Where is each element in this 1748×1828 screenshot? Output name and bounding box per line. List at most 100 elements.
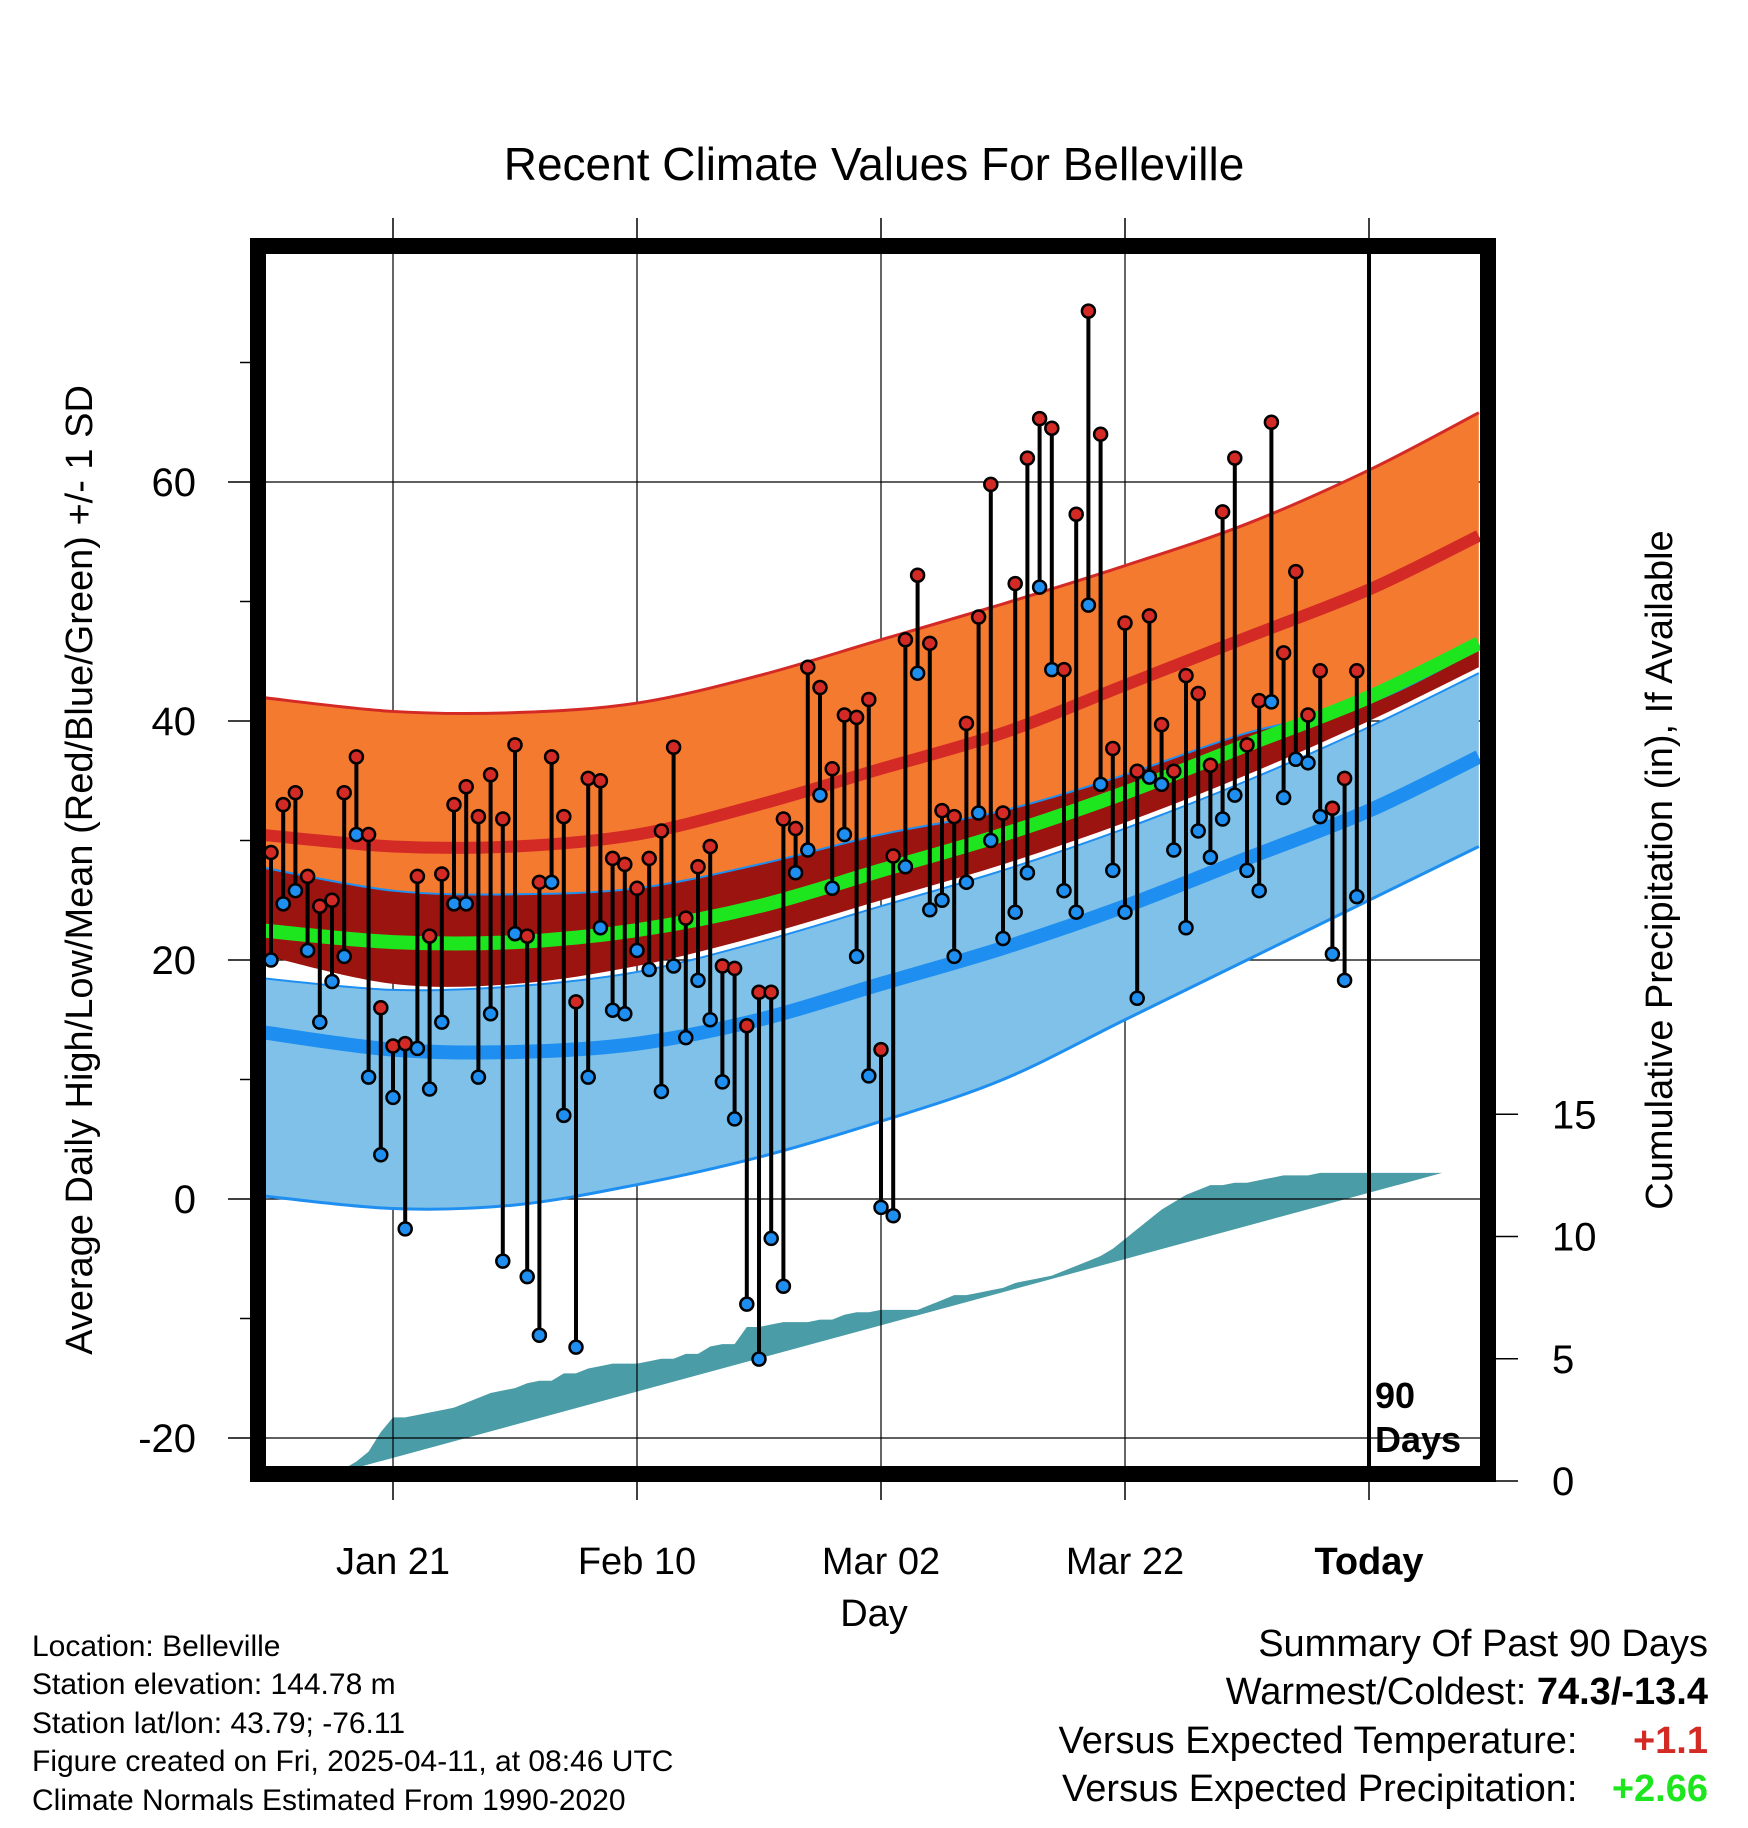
daily-low-point [1251, 882, 1267, 899]
daily-low-point [1190, 823, 1206, 839]
daily-low-point [336, 948, 352, 965]
daily-low-point [1141, 769, 1158, 785]
daily-low-point [1129, 990, 1145, 1006]
daily-low-point [1019, 865, 1036, 881]
daily-high-point [1080, 303, 1097, 319]
daily-high-point [970, 609, 987, 625]
daily-high-point [275, 796, 291, 813]
daily-high-point [775, 811, 792, 827]
warm-cold-value: 74.3/-13.4 [1536, 1671, 1708, 1714]
plot-frame [250, 238, 1496, 1482]
daily-low-point [458, 896, 474, 912]
daily-low-point [897, 859, 914, 875]
daily-high-point [1300, 707, 1316, 723]
daily-low-point [995, 930, 1011, 947]
daily-high-point [836, 707, 853, 723]
x-tick-label: Feb 10 [578, 1541, 696, 1583]
daily-high-point [617, 856, 633, 873]
daily-low-point [775, 1278, 792, 1294]
daily-low-point [873, 1199, 889, 1216]
daily-high-point [495, 811, 511, 827]
daily-high-point [787, 820, 804, 837]
daily-low-point [265, 952, 279, 968]
warm-cold-label: Warmest/Coldest: [1225, 1671, 1527, 1714]
daily-high-point [519, 928, 535, 944]
daily-high-point [324, 892, 340, 908]
daily-low-point [800, 842, 816, 858]
daily-low-point [812, 787, 828, 803]
daily-high-point [385, 1038, 401, 1054]
daily-low-point [726, 1111, 743, 1127]
daily-high-point [800, 659, 816, 675]
daily-low-point [275, 896, 291, 912]
daily-high-point [1092, 426, 1109, 442]
daily-low-point [519, 1268, 535, 1285]
daily-high-point [1312, 663, 1328, 679]
warm-cold-row: Warmest/Coldest: 74.3/-13.4 [1059, 1668, 1708, 1716]
temp-label: Versus Expected Temperature: [1058, 1719, 1578, 1762]
daily-low-point [714, 1074, 731, 1090]
daily-low-point [543, 874, 560, 891]
daily-low-point [787, 865, 804, 881]
created-text: Figure created on Fri, 2025-04-11, at 08… [32, 1745, 674, 1779]
low-sd-band [265, 673, 1479, 1210]
daily-high-point [653, 823, 670, 839]
daily-low-point [421, 1081, 438, 1097]
daily-low-point [1349, 888, 1365, 905]
daily-high-point [922, 635, 938, 652]
daily-high-point [946, 808, 962, 825]
daily-high-point [958, 715, 975, 732]
latlon-text: Station lat/lon: 43.79; -76.11 [32, 1706, 406, 1740]
daily-high-point [714, 958, 731, 974]
daily-high-point [1019, 450, 1036, 466]
daily-high-point [885, 848, 901, 864]
daily-high-point [1031, 410, 1048, 427]
daily-high-point [824, 761, 840, 777]
daily-high-point [629, 880, 645, 897]
daily-high-point [470, 808, 487, 825]
daily-high-point [580, 770, 596, 787]
daily-low-point [385, 1089, 401, 1106]
daily-low-point [373, 1147, 389, 1163]
daily-low-point [824, 880, 840, 897]
location-text: Location: Belleville [32, 1630, 281, 1663]
daily-high-point [1288, 563, 1304, 580]
daily-low-point [556, 1107, 572, 1124]
daily-low-point [739, 1296, 755, 1312]
daily-low-point [1178, 919, 1194, 936]
daily-low-point [1312, 808, 1328, 825]
daily-low-point [299, 942, 316, 959]
daily-low-point [568, 1339, 584, 1355]
daily-high-point [983, 476, 999, 493]
daily-high-point [1105, 740, 1121, 757]
daily-high-point [897, 631, 914, 648]
daily-high-point [1324, 800, 1341, 816]
daily-low-point [885, 1207, 901, 1224]
daily-low-point [629, 942, 645, 959]
daily-low-point [1166, 842, 1182, 858]
daily-high-point [665, 739, 682, 756]
y-tick-label: 0 [174, 1178, 196, 1222]
daily-low-point [1202, 849, 1219, 865]
daily-high-point [934, 802, 950, 819]
daily-high-point [1056, 661, 1072, 678]
daily-high-point [641, 850, 657, 867]
daily-low-point [580, 1069, 596, 1085]
daily-high-point [995, 805, 1011, 821]
daily-high-point [421, 928, 438, 944]
daily-high-point [265, 844, 279, 861]
daily-low-point [1214, 811, 1231, 827]
y-axis-label: Average Daily High/Low/Mean (Red/Blue/Gr… [59, 385, 101, 1355]
daily-low-point [665, 958, 682, 974]
daily-low-point [1068, 904, 1084, 920]
daily-low-point [922, 902, 938, 918]
daily-low-point [1117, 904, 1133, 920]
today-window-label: Days [1375, 1419, 1461, 1460]
daily-high-point [1336, 770, 1353, 787]
daily-low-point [970, 805, 987, 821]
daily-low-point [1336, 972, 1353, 989]
daily-low-point [946, 948, 962, 965]
precip-label: Versus Expected Precipitation: [1062, 1767, 1578, 1810]
daily-low-point [909, 665, 926, 681]
precip-area [347, 1172, 1443, 1467]
